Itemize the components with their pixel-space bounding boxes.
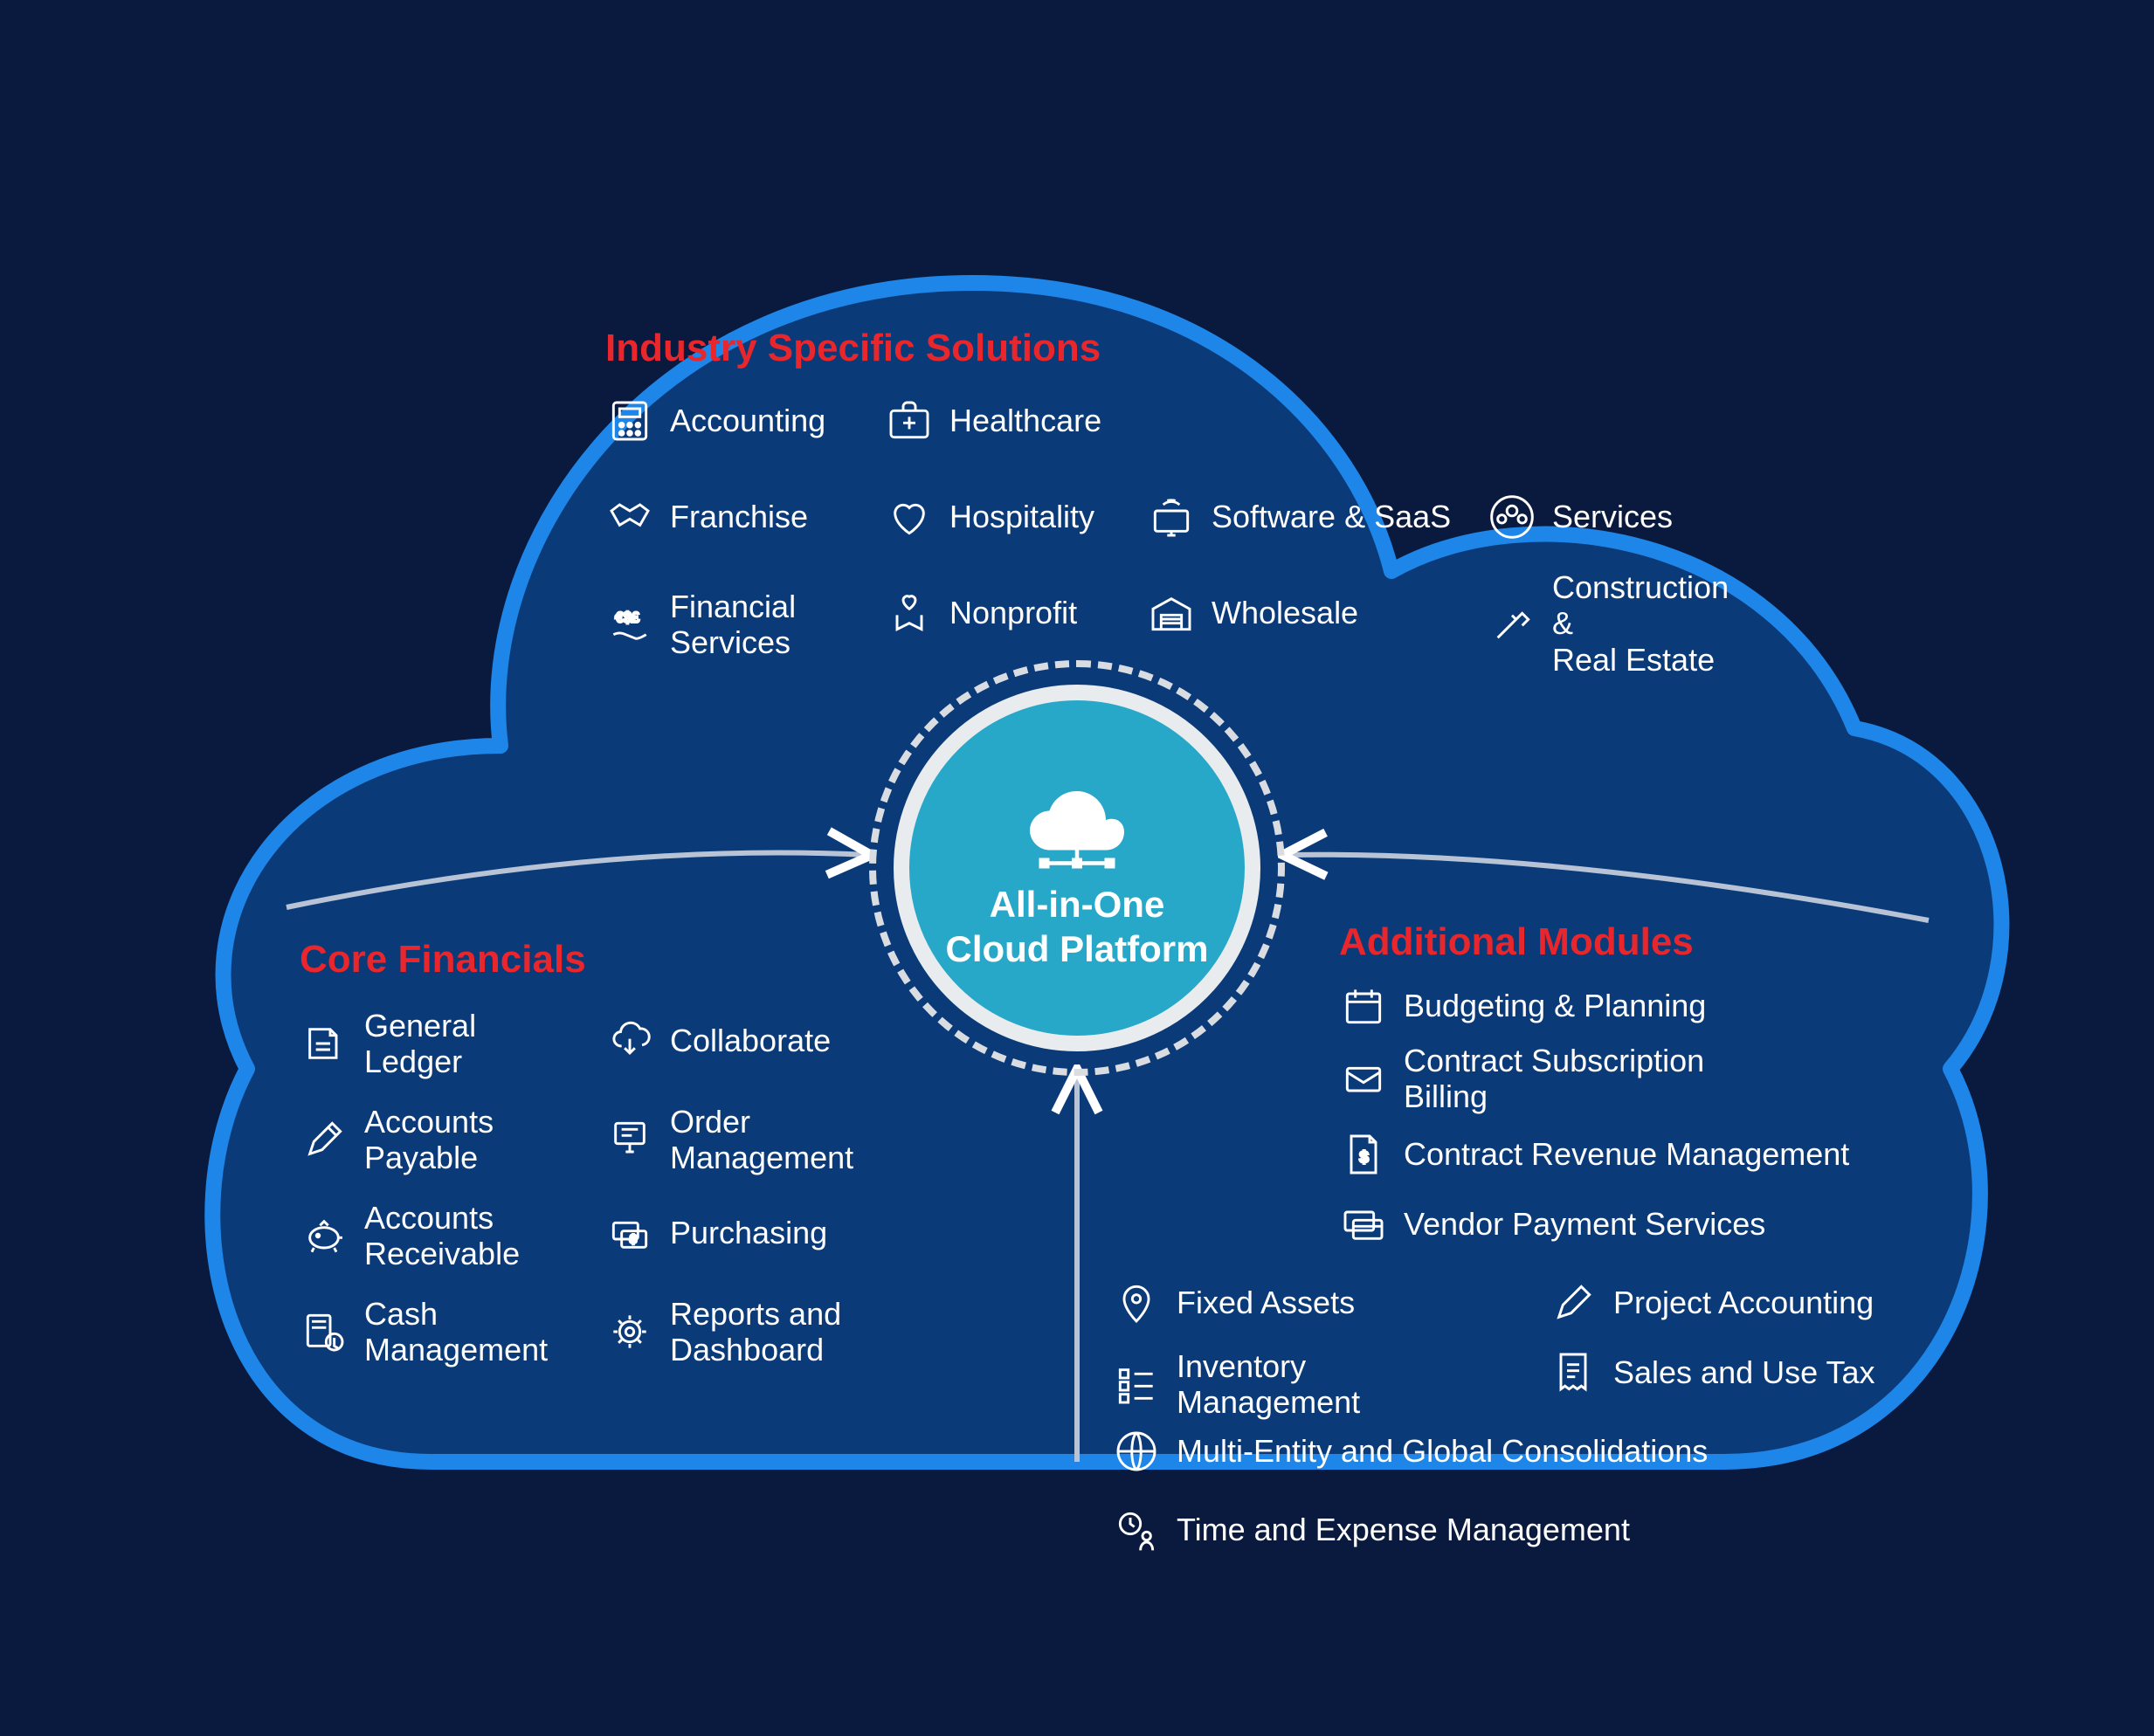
item-financial-services: €$£ Financial Services	[605, 589, 862, 661]
payment-card-icon	[1339, 1200, 1388, 1249]
item-franchise: Franchise	[605, 493, 808, 541]
item-fixed-assets: Fixed Assets	[1112, 1278, 1355, 1327]
globe-icon	[1112, 1427, 1161, 1476]
envelope-icon	[1339, 1054, 1388, 1103]
section-title-core: Core Financials	[300, 938, 586, 982]
label-sales-tax: Sales and Use Tax	[1613, 1354, 1875, 1390]
label-general-ledger: GeneralLedger	[364, 1008, 476, 1080]
label-purchasing: Purchasing	[670, 1215, 827, 1250]
item-time-expense: Time and Expense Management	[1112, 1505, 1630, 1554]
item-vendor-payment: Vendor Payment Services	[1339, 1200, 1765, 1249]
center-line1: All-in-One	[946, 883, 1209, 927]
label-accounts-payable: AccountsPayable	[364, 1104, 494, 1176]
item-general-ledger: GeneralLedger	[300, 1008, 476, 1080]
label-reports-dashboard: Reports andDashboard	[670, 1296, 841, 1368]
diagram-stage: All-in-One Cloud Platform Industry Speci…	[116, 82, 2038, 1654]
label-healthcare: Healthcare	[949, 403, 1101, 438]
people-icon	[1488, 493, 1536, 541]
cloud-network-icon	[1011, 765, 1143, 874]
order-icon	[605, 1115, 654, 1164]
label-order-management: OrderManagement	[670, 1104, 853, 1176]
label-nonprofit: Nonprofit	[949, 595, 1077, 630]
pen-icon	[300, 1115, 349, 1164]
calculator-icon	[605, 396, 654, 445]
pencil-icon	[1549, 1278, 1598, 1327]
item-wholesale: Wholesale	[1147, 589, 1358, 637]
item-accounts-payable: AccountsPayable	[300, 1104, 494, 1176]
item-contract-billing: Contract SubscriptionBilling	[1339, 1043, 1704, 1115]
label-accounts-receivable: AccountsReceivable	[364, 1200, 520, 1272]
item-construction: Construction&Real Estate	[1488, 569, 1729, 678]
label-construction: Construction&Real Estate	[1552, 569, 1729, 678]
handshake-icon	[605, 493, 654, 541]
map-pin-icon	[1112, 1278, 1161, 1327]
label-vendor-payment: Vendor Payment Services	[1404, 1206, 1765, 1242]
svg-text:$: $	[630, 1232, 637, 1246]
item-software-saas: Software & SaaS	[1147, 493, 1451, 541]
section-title-additional: Additional Modules	[1339, 920, 1694, 964]
label-accounting: Accounting	[670, 403, 825, 438]
label-budgeting: Budgeting & Planning	[1404, 988, 1706, 1023]
item-multi-entity: Multi-Entity and Global Consolidations	[1112, 1427, 1708, 1476]
item-budgeting: Budgeting & Planning	[1339, 982, 1706, 1030]
center-hub: All-in-One Cloud Platform	[894, 685, 1260, 1051]
list-check-icon	[1112, 1360, 1161, 1409]
gear-report-icon	[605, 1307, 654, 1356]
item-collaborate: Collaborate	[605, 1016, 831, 1065]
item-accounts-receivable: AccountsReceivable	[300, 1200, 520, 1272]
hammer-icon	[1488, 599, 1536, 648]
label-cash-management: CashManagement	[364, 1296, 548, 1368]
label-contract-revenue: Contract Revenue Management	[1404, 1136, 1849, 1172]
heart-icon	[885, 493, 934, 541]
item-healthcare: Healthcare	[885, 396, 1101, 445]
item-order-management: OrderManagement	[605, 1104, 853, 1176]
label-project-accounting: Project Accounting	[1613, 1285, 1874, 1320]
warehouse-icon	[1147, 589, 1196, 637]
ledger-icon	[300, 1019, 349, 1068]
item-inventory: Inventory Management	[1112, 1348, 1491, 1421]
item-accounting: Accounting	[605, 396, 825, 445]
wifi-monitor-icon	[1147, 493, 1196, 541]
center-ring: All-in-One Cloud Platform	[894, 685, 1260, 1051]
currency-hand-icon: €$£	[605, 600, 654, 649]
label-collaborate: Collaborate	[670, 1023, 831, 1058]
svg-text:€$£: €$£	[616, 610, 639, 626]
label-contract-billing: Contract SubscriptionBilling	[1404, 1043, 1704, 1115]
center-line2: Cloud Platform	[946, 927, 1209, 971]
item-contract-revenue: $ Contract Revenue Management	[1339, 1130, 1849, 1179]
label-time-expense: Time and Expense Management	[1177, 1512, 1630, 1547]
label-wholesale: Wholesale	[1212, 595, 1358, 630]
piggy-icon	[300, 1211, 349, 1260]
svg-text:$: $	[1359, 1147, 1369, 1166]
hands-heart-icon	[885, 589, 934, 637]
label-software-saas: Software & SaaS	[1212, 499, 1451, 534]
item-reports-dashboard: Reports andDashboard	[605, 1296, 841, 1368]
receipt-icon	[1549, 1348, 1598, 1397]
label-multi-entity: Multi-Entity and Global Consolidations	[1177, 1433, 1708, 1469]
cash-calc-icon	[300, 1307, 349, 1356]
label-hospitality: Hospitality	[949, 499, 1094, 534]
item-project-accounting: Project Accounting	[1549, 1278, 1874, 1327]
label-financial-services: Financial Services	[670, 589, 862, 661]
calendar-icon	[1339, 982, 1388, 1030]
label-inventory: Inventory Management	[1177, 1348, 1491, 1421]
cloud-download-icon	[605, 1016, 654, 1065]
label-franchise: Franchise	[670, 499, 808, 534]
item-purchasing: $ Purchasing	[605, 1209, 827, 1257]
section-title-industry: Industry Specific Solutions	[605, 327, 1101, 370]
item-hospitality: Hospitality	[885, 493, 1094, 541]
label-services: Services	[1552, 499, 1673, 534]
card-stack-icon: $	[605, 1209, 654, 1257]
item-sales-tax: Sales and Use Tax	[1549, 1348, 1875, 1397]
clock-person-icon	[1112, 1505, 1161, 1554]
item-services: Services	[1488, 493, 1673, 541]
center-title: All-in-One Cloud Platform	[946, 883, 1209, 971]
item-nonprofit: Nonprofit	[885, 589, 1077, 637]
label-fixed-assets: Fixed Assets	[1177, 1285, 1355, 1320]
item-cash-management: CashManagement	[300, 1296, 548, 1368]
file-dollar-icon: $	[1339, 1130, 1388, 1179]
medical-case-icon	[885, 396, 934, 445]
